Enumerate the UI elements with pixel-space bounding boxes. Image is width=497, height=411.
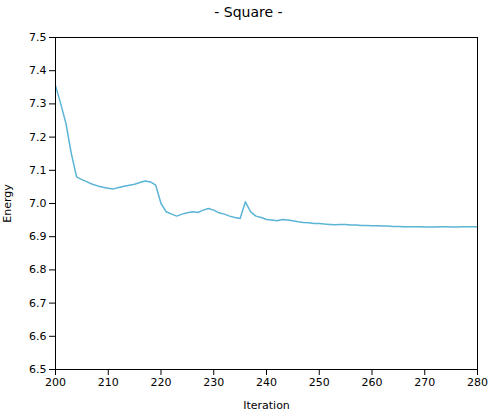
svg-text:7.2: 7.2 bbox=[29, 131, 47, 144]
svg-text:220: 220 bbox=[151, 376, 172, 389]
svg-text:6.6: 6.6 bbox=[29, 330, 47, 343]
svg-text:7.1: 7.1 bbox=[29, 164, 47, 177]
svg-text:240: 240 bbox=[256, 376, 277, 389]
svg-text:6.8: 6.8 bbox=[29, 263, 47, 276]
svg-text:270: 270 bbox=[414, 376, 435, 389]
svg-text:Energy: Energy bbox=[1, 184, 14, 223]
svg-text:7.4: 7.4 bbox=[29, 64, 47, 77]
svg-text:230: 230 bbox=[203, 376, 224, 389]
svg-text:6.5: 6.5 bbox=[29, 363, 47, 376]
svg-text:Iteration: Iteration bbox=[243, 399, 290, 411]
html-text:- Square -: - Square - bbox=[214, 4, 283, 20]
svg-text:260: 260 bbox=[362, 376, 383, 389]
svg-text:6.9: 6.9 bbox=[29, 230, 47, 243]
svg-text:210: 210 bbox=[98, 376, 119, 389]
svg-text:7.3: 7.3 bbox=[29, 97, 47, 110]
svg-text:280: 280 bbox=[467, 376, 488, 389]
svg-text:250: 250 bbox=[309, 376, 330, 389]
svg-text:7.0: 7.0 bbox=[29, 197, 47, 210]
svg-text:6.7: 6.7 bbox=[29, 297, 47, 310]
svg-text:200: 200 bbox=[45, 376, 66, 389]
svg-text:7.5: 7.5 bbox=[29, 31, 47, 44]
